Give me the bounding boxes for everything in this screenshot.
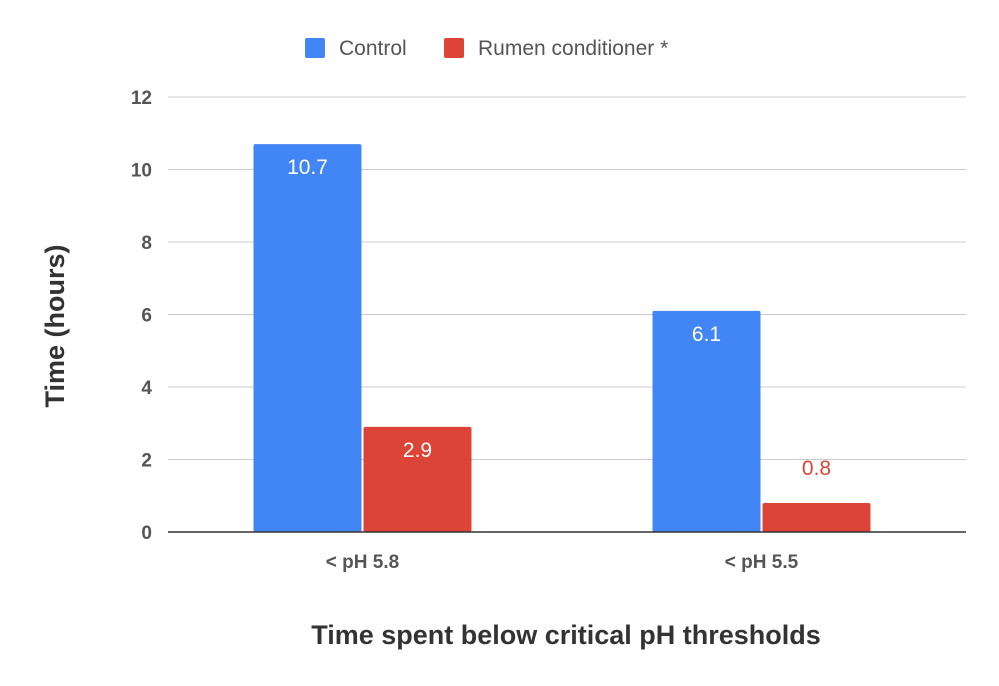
y-tick-label: 10 [131,161,152,182]
y-tick-label: 6 [141,306,152,327]
y-tick-label: 2 [141,451,152,472]
legend-label: Control [339,37,407,60]
data-label: 6.1 [692,323,721,346]
x-axis-title: Time spent below critical pH thresholds [311,620,821,650]
bar-rumen-conditioner-1 [363,426,472,532]
x-tick-label: < pH 5.5 [725,552,799,573]
y-axis-ticks: 0 2 4 6 8 10 12 [131,88,153,544]
x-tick-label: < pH 5.8 [326,552,399,573]
bar-control-2 [652,310,761,532]
x-axis-categories: < pH 5.8 < pH 5.5 [326,552,799,573]
legend: Control Rumen conditioner * [305,37,668,60]
legend-swatch [444,38,464,58]
bars [253,144,871,532]
data-label: 2.9 [403,439,432,462]
legend-label: Rumen conditioner * [478,37,668,60]
y-tick-label: 0 [141,523,152,544]
data-labels: 10.7 2.9 6.1 0.8 [287,156,831,480]
y-tick-label: 4 [141,378,152,399]
data-label: 0.8 [802,457,831,480]
y-tick-label: 12 [131,88,152,109]
y-axis-title: Time (hours) [40,244,70,407]
data-label: 10.7 [287,156,328,179]
legend-swatch [305,38,325,58]
bar-control-1 [253,144,362,532]
bar-rumen-conditioner-2 [762,503,871,532]
y-tick-label: 8 [141,233,152,254]
